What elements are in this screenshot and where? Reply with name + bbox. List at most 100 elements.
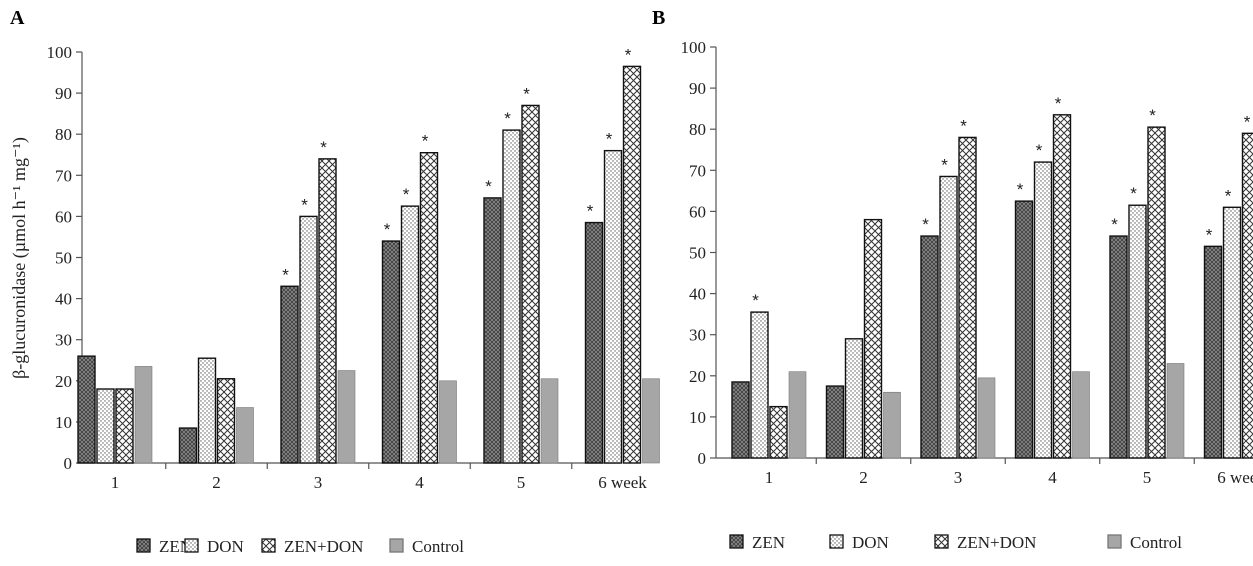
legend-swatch xyxy=(389,538,404,553)
panel-b: B 0 10 20 30 40 50 60 70 80 90 100 * * * * * * * * * * * * * 1… xyxy=(652,7,1253,552)
bar-zen-don xyxy=(958,136,977,459)
legend-label: ZEN xyxy=(159,537,192,556)
significance-star: * xyxy=(282,265,289,284)
bar-don xyxy=(1033,161,1053,459)
y-tick-label: 90 xyxy=(689,79,706,98)
panel-a: A β-glucuronidase (µmol h⁻¹ mg⁻¹) 0 10 20 3… xyxy=(9,7,660,556)
significance-star: * xyxy=(1111,215,1118,234)
bar-don xyxy=(939,175,958,459)
bar-control xyxy=(337,370,356,464)
x-tick-label: 2 xyxy=(859,468,868,487)
bar-zen xyxy=(1109,235,1128,459)
legend-label: ZEN+DON xyxy=(957,533,1036,552)
legend: ZEN DON ZEN+DON Control xyxy=(729,533,1182,552)
bar-control xyxy=(439,380,457,464)
bar-zen xyxy=(584,221,604,464)
y-tick-label: 30 xyxy=(55,331,72,350)
y-tick-label: 50 xyxy=(55,249,72,268)
bar-control xyxy=(236,407,254,464)
legend-item-zen-don: ZEN+DON xyxy=(261,537,363,556)
significance-star: * xyxy=(301,195,308,214)
bar-zen-don xyxy=(1147,126,1166,459)
bar-zen-don xyxy=(769,405,788,459)
y-tick-label: 60 xyxy=(689,202,706,221)
x-tick-label: 4 xyxy=(1048,468,1057,487)
bar-don xyxy=(96,388,115,464)
significance-star: * xyxy=(606,130,613,149)
y-tick-label: 20 xyxy=(689,367,706,386)
bar-zen-don xyxy=(318,158,337,464)
x-tick-label: 4 xyxy=(415,473,424,492)
legend-swatch xyxy=(729,534,744,549)
y-axis-label: β-glucuronidase (µmol h⁻¹ mg⁻¹) xyxy=(9,137,30,379)
y-tick-label: 10 xyxy=(689,408,706,427)
y-tick-label: 0 xyxy=(698,449,707,468)
legend-label: Control xyxy=(1130,533,1182,552)
significance-star: * xyxy=(960,116,967,135)
y-tick-label: 20 xyxy=(55,372,72,391)
significance-star: * xyxy=(1244,112,1251,131)
y-tick-label: 60 xyxy=(55,207,72,226)
panel-label: A xyxy=(10,7,25,29)
y-tick-label: 40 xyxy=(689,285,706,304)
bar-control xyxy=(134,366,153,464)
y-tick-label: 70 xyxy=(55,166,72,185)
bar-zen-don xyxy=(216,378,236,464)
y-tick-label: 80 xyxy=(689,120,706,139)
legend-swatch xyxy=(184,538,199,553)
significance-star: * xyxy=(1225,186,1232,205)
legend-item-zen: ZEN xyxy=(729,533,785,552)
bar-zen-don xyxy=(521,104,540,464)
x-tick-label: 3 xyxy=(314,473,323,492)
bar-control xyxy=(883,391,901,459)
legend-item-don: DON xyxy=(184,537,244,556)
significance-star: * xyxy=(1055,94,1062,113)
y-tick-label: 30 xyxy=(689,326,706,345)
y-tick-label: 100 xyxy=(681,38,707,57)
bar-zen xyxy=(381,240,401,464)
significance-star: * xyxy=(1149,106,1156,125)
bar-zen xyxy=(920,235,939,459)
legend-label: ZEN+DON xyxy=(284,537,363,556)
x-tick-label: 5 xyxy=(517,473,526,492)
significance-star: * xyxy=(625,45,632,64)
x-tick-label: 3 xyxy=(954,468,963,487)
legend-item-don: DON xyxy=(829,533,889,552)
significance-star: * xyxy=(523,84,530,103)
bar-zen-don xyxy=(622,65,642,464)
bar-zen-don xyxy=(419,151,439,464)
legend-item-control: Control xyxy=(1107,533,1182,552)
legend-swatch xyxy=(934,534,949,549)
bar-control xyxy=(1072,371,1090,459)
bar-zen xyxy=(1203,245,1223,459)
bar-control xyxy=(788,371,807,459)
y-tick-label: 70 xyxy=(689,161,706,180)
bar-don xyxy=(603,149,623,464)
bar-zen xyxy=(280,285,299,464)
bar-control xyxy=(977,377,996,459)
legend-swatch xyxy=(261,538,276,553)
bar-don xyxy=(1222,206,1242,459)
legend-item-zen: ZEN xyxy=(136,537,192,556)
bar-don xyxy=(299,215,318,464)
legend-label: Control xyxy=(412,537,464,556)
legend-item-zen-don: ZEN+DON xyxy=(934,533,1036,552)
legend: ZEN DON ZEN+DON Control xyxy=(136,537,464,556)
bar-don xyxy=(197,357,217,464)
legend-swatch xyxy=(829,534,844,549)
y-tick-label: 80 xyxy=(55,125,72,144)
y-tick-label: 10 xyxy=(55,413,72,432)
bar-zen xyxy=(1014,200,1034,459)
y-tick-label: 40 xyxy=(55,290,72,309)
significance-star: * xyxy=(320,138,327,157)
bar-don xyxy=(400,205,420,464)
panel-label: B xyxy=(652,7,665,29)
bar-zen xyxy=(77,355,96,464)
significance-star: * xyxy=(485,177,492,196)
bar-zen xyxy=(731,381,750,459)
significance-star: * xyxy=(752,291,759,310)
significance-star: * xyxy=(587,202,594,221)
legend-label: ZEN xyxy=(752,533,785,552)
x-tick-label: 2 xyxy=(212,473,221,492)
